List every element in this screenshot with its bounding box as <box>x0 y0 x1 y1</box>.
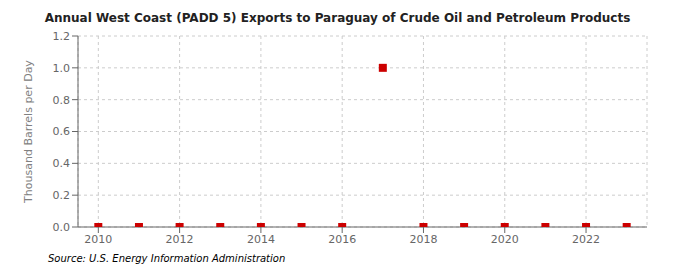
svg-text:0.0: 0.0 <box>53 221 71 234</box>
svg-text:1.0: 1.0 <box>53 62 71 75</box>
svg-text:2010: 2010 <box>84 233 112 246</box>
svg-text:0.6: 0.6 <box>53 125 71 138</box>
svg-text:Thousand Barrels per Day: Thousand Barrels per Day <box>22 60 35 204</box>
html-text:Annual West Coast (PADD 5) Exp: Annual West Coast (PADD 5) Exports to Pa… <box>44 11 631 25</box>
svg-text:2016: 2016 <box>328 233 356 246</box>
svg-text:2014: 2014 <box>247 233 275 246</box>
svg-text:2018: 2018 <box>409 233 437 246</box>
svg-text:0.4: 0.4 <box>53 157 71 170</box>
svg-text:0.8: 0.8 <box>53 94 71 107</box>
svg-text:2012: 2012 <box>166 233 194 246</box>
svg-text:1.2: 1.2 <box>53 30 71 43</box>
svg-text:0.2: 0.2 <box>53 189 71 202</box>
html-text:Source: U.S. Energy Informatio: Source: U.S. Energy Information Administ… <box>48 253 286 264</box>
svg-text:2020: 2020 <box>491 233 519 246</box>
svg-text:2022: 2022 <box>572 233 600 246</box>
